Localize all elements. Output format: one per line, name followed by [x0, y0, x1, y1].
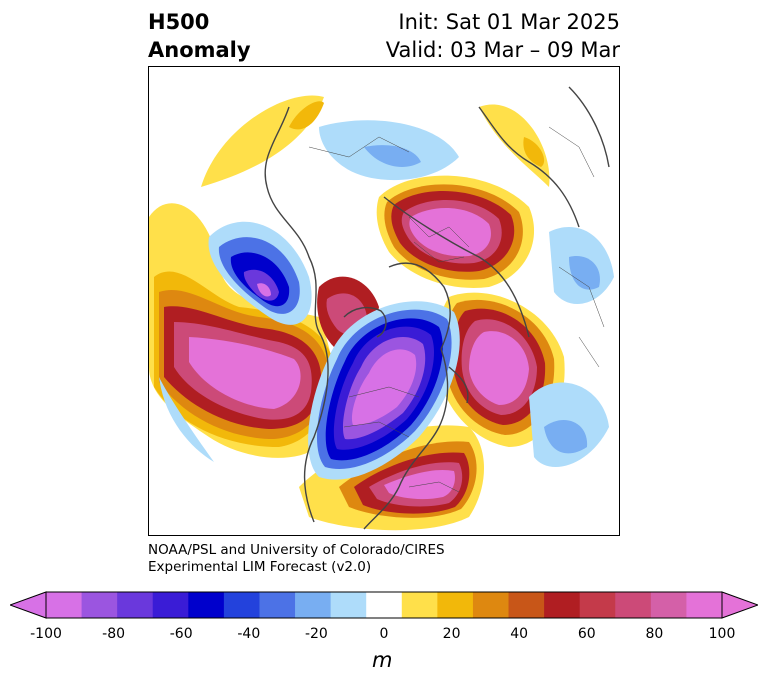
colorbar-tick-label: -80 [102, 626, 126, 642]
colorbar-tick-label: -20 [304, 626, 328, 642]
colorbar-cell [615, 592, 652, 618]
colorbar-cell [330, 592, 367, 618]
colorbar-cell [152, 592, 189, 618]
init-date: Init: Sat 01 Mar 2025 [398, 10, 620, 34]
colorbar-cells [46, 592, 723, 618]
colorbar-cell [472, 592, 510, 618]
colorbar-tick-label: -100 [30, 626, 62, 642]
colorbar-tick-label: 0 [379, 626, 389, 642]
colorbar-tick-label: 20 [442, 626, 461, 642]
colorbar-cell [366, 592, 403, 618]
colorbar-ticks: -100 -80 -60 -40 -20 0 20 40 60 80 100 [0, 626, 768, 646]
colorbar-cell [295, 592, 332, 618]
colorbar-cell [223, 592, 260, 618]
colorbar [10, 591, 758, 619]
anomaly-map [148, 66, 620, 536]
colorbar-tick-label: 100 [708, 626, 736, 642]
colorbar-extend-high [721, 591, 758, 619]
borders [308, 126, 605, 493]
title-line-1: H500 [148, 10, 210, 34]
colorbar-cell [259, 592, 296, 618]
colorbar-cell [579, 592, 616, 618]
colorbar-cell [544, 592, 581, 618]
map-title: H500 Anomaly [148, 8, 251, 64]
colorbar-cell [188, 592, 225, 618]
colorbar-cell [81, 592, 118, 618]
map-canvas [149, 86, 614, 531]
colorbar-cell [686, 592, 723, 618]
colorbar-unit: m [372, 648, 393, 672]
coastlines [264, 86, 610, 530]
colorbar-tick-label: 80 [645, 626, 664, 642]
credit-line-2: Experimental LIM Forecast (v2.0) [148, 559, 372, 575]
colorbar-cell [117, 592, 154, 618]
credit-line-1: NOAA/PSL and University of Colorado/CIRE… [148, 542, 445, 558]
colorbar-cell [437, 592, 474, 618]
colorbar-cell [508, 592, 545, 618]
colorbar-tick-label: -40 [237, 626, 261, 642]
colorbar-tick-label: 60 [577, 626, 596, 642]
title-line-2: Anomaly [148, 38, 251, 62]
colorbar-cell [650, 592, 687, 618]
colorbar-outline [45, 591, 723, 619]
colorbar-extend-low [10, 591, 47, 619]
anomaly-field [149, 95, 614, 531]
valid-dates: Valid: 03 Mar – 09 Mar [385, 38, 620, 62]
colorbar-tick-label: -60 [169, 626, 193, 642]
credit-text: NOAA/PSL and University of Colorado/CIRE… [148, 542, 445, 576]
colorbar-cell [46, 592, 83, 618]
colorbar-cell [401, 592, 438, 618]
forecast-dates: Init: Sat 01 Mar 2025 Valid: 03 Mar – 09… [386, 8, 620, 64]
colorbar-tick-label: 40 [510, 626, 529, 642]
